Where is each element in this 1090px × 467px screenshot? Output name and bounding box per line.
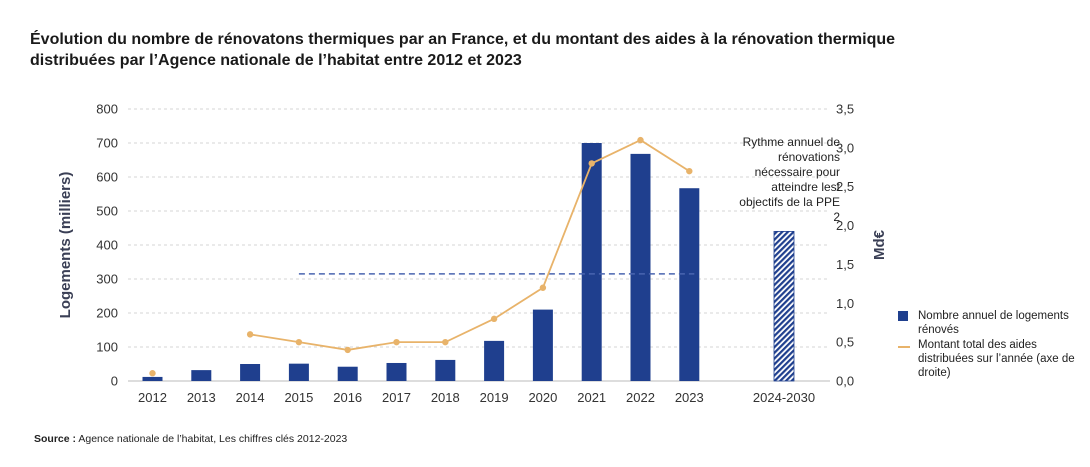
y-left-tick-label: 800 [96, 102, 118, 117]
line-point [490, 315, 498, 323]
y-left-tick-label: 100 [96, 340, 118, 355]
x-tick-label: 2013 [187, 390, 216, 405]
y-left-axis-title: Logements (milliers) [57, 172, 74, 319]
x-tick-label: 2019 [480, 390, 509, 405]
y-left-tick-label: 700 [96, 136, 118, 151]
legend-item-line: Montant total des aides distribuées sur … [898, 338, 1088, 380]
bar [337, 366, 358, 381]
chart-title-line-2: distribuées par l’Agence nationale de l’… [30, 52, 522, 69]
bar [679, 188, 700, 381]
y-right-tick-label: 2,5 [836, 179, 854, 194]
line-point [539, 284, 547, 291]
y-right-tick-label: 2,0 [836, 218, 854, 233]
legend-item-bars: Nombre annuel de logements rénovés [898, 309, 1088, 337]
x-tick-label: 2022 [626, 390, 655, 405]
line-point [149, 370, 156, 377]
line-point [686, 167, 693, 175]
y-right-axis-title: Md€ [871, 229, 888, 260]
x-tick-label: 2018 [431, 390, 460, 405]
y-right-tick-label: 3,0 [836, 140, 854, 155]
source-label: Source : [34, 433, 77, 445]
chart-title-line-1: Évolution du nombre de rénovatons thermi… [30, 31, 896, 48]
chart-title: Évolution du nombre de rénovatons thermi… [30, 29, 1070, 71]
x-tick-label: 2020 [528, 390, 557, 405]
bar [484, 340, 505, 381]
target-bar [773, 230, 795, 382]
x-tick-label: 2015 [284, 390, 313, 405]
legend-swatch-bar [898, 311, 908, 321]
bar [581, 143, 602, 381]
y-left-tick-label: 0 [111, 374, 118, 389]
legend-swatch-line [898, 346, 910, 348]
line-point [637, 136, 644, 144]
x-tick-label: 2021 [577, 390, 606, 405]
y-right-tick-label: 0,5 [836, 335, 854, 350]
bar [630, 153, 651, 381]
x-tick-label: 2023 [675, 390, 704, 405]
y-left-tick-label: 300 [96, 272, 118, 287]
bar [142, 376, 163, 381]
x-tick-label: 2017 [382, 390, 411, 405]
line-series-path [249, 139, 690, 351]
line-point [393, 338, 400, 346]
bar [386, 362, 407, 381]
y-left-tick-label: 400 [96, 238, 118, 253]
x-tick-label: 2024-2030 [753, 390, 815, 405]
legend-label-line: Montant total des aides distribuées sur … [918, 339, 1075, 379]
y-right-tick-label: 0,0 [836, 374, 854, 389]
line-point [442, 338, 449, 346]
legend-label-bars: Nombre annuel de logements rénovés [918, 310, 1069, 336]
line-point [588, 160, 595, 167]
y-left-tick-label: 200 [96, 306, 118, 321]
source-text: Agence nationale de l’habitat, Les chiff… [76, 433, 348, 445]
x-tick-label: 2016 [333, 390, 362, 405]
bar [240, 364, 261, 381]
bar [435, 359, 456, 381]
x-tick-label: 2012 [138, 390, 167, 405]
y-left-tick-label: 600 [96, 170, 118, 185]
y-left-tick-label: 500 [96, 204, 118, 219]
y-right-tick-label: 1,0 [836, 296, 854, 311]
x-tick-label: 2014 [236, 390, 265, 405]
line-point [295, 338, 303, 346]
legend: Nombre annuel de logements rénovés Monta… [898, 309, 1088, 381]
line-point [246, 331, 254, 338]
bar [532, 309, 553, 381]
y-right-tick-label: 3,5 [836, 102, 854, 117]
y-right-tick-label: 1,5 [836, 257, 854, 272]
bar [288, 363, 309, 381]
annotation-text: Rythme annuel de rénovations nécessaire … [739, 135, 840, 224]
source-note: Source : Agence nationale de l’habitat, … [34, 433, 347, 445]
line-point [344, 346, 351, 354]
bar [191, 370, 212, 381]
